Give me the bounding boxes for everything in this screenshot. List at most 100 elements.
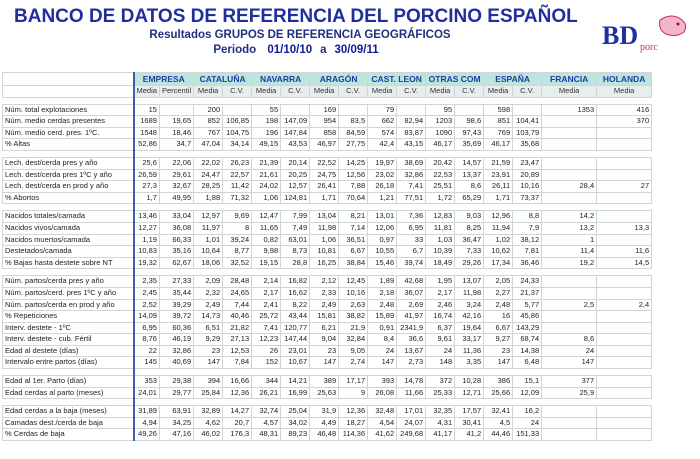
table-row: Interv. destete - 1ºC 6,95 60,36 6,51 21,82 7…: [2, 321, 653, 335]
cell: 851: [483, 115, 514, 128]
row-label: Intervalo entre partos (días): [2, 356, 135, 370]
cell: 19,64: [454, 321, 485, 335]
cell: 3,35: [454, 356, 485, 370]
cell: 372: [425, 375, 456, 388]
cell: 34,7: [158, 138, 195, 151]
cell: 147: [309, 356, 340, 370]
column-header: C.V.: [338, 85, 369, 98]
table-row: Intervalo entre partos (días) 145 40,69 147…: [2, 356, 653, 370]
cell: 10,39: [425, 245, 456, 258]
cell: 26,21: [251, 386, 282, 400]
pig-icon: [659, 15, 687, 37]
cell: 27,75: [338, 138, 369, 151]
cell: 34,02: [280, 416, 311, 430]
group-header: CATALUÑA: [193, 72, 253, 86]
cell: 124,81: [280, 191, 311, 205]
cell: 19,65: [158, 115, 195, 128]
cell: 106,85: [222, 115, 253, 128]
cell: 2,48: [367, 298, 398, 312]
cell: 7,41: [396, 180, 427, 193]
cell: 852: [193, 115, 224, 128]
cell: 36,6: [396, 333, 427, 346]
cell: 2,17: [251, 286, 282, 300]
row-label: Lech. dest/cerda pres y año: [2, 156, 135, 170]
cell: 151,33: [512, 428, 543, 442]
cell: 1090: [425, 126, 456, 140]
cell: 8,25: [454, 221, 485, 235]
cell: 25,72: [251, 310, 282, 323]
table-row: Camadas dest./cerda de baja 4,94 34,25 4,62…: [2, 416, 653, 430]
cell: 26,59: [133, 168, 160, 182]
cell: 1,72: [425, 191, 456, 205]
table-row: Núm. medio cerdas presentes 1689 19,65 852 1…: [2, 115, 653, 128]
cell: 2,05: [483, 275, 514, 288]
cell: 7,88: [338, 180, 369, 193]
cell: 17,57: [454, 405, 485, 418]
cell: 42,4: [367, 138, 398, 151]
cell: 25,33: [425, 386, 456, 400]
cell: 12,45: [338, 275, 369, 288]
cell: 17,01: [396, 405, 427, 418]
cell: 145: [133, 356, 160, 370]
column-header: C.V.: [512, 85, 543, 98]
section-gap: [2, 268, 652, 277]
cell: 16,74: [425, 310, 456, 323]
cell: 32,35: [425, 405, 456, 418]
cell: 36,07: [396, 286, 427, 300]
cell: 29,38: [158, 375, 195, 388]
cell: 2,09: [193, 275, 224, 288]
cell: 16,82: [280, 275, 311, 288]
row-label: Lech. dest/cerda en prod y año: [2, 180, 135, 193]
cell: 114,36: [338, 428, 369, 442]
cell: 1,21: [367, 191, 398, 205]
cell: 2,48: [483, 298, 514, 312]
title: BANCO DE DATOS DE REFERENCIA DEL PORCINO…: [14, 6, 578, 27]
table-row: Núm. partos/cerda pres y año 2,35 27,33 2,0…: [2, 275, 653, 288]
cell: 6,95: [133, 321, 160, 335]
cell: 16,66: [222, 375, 253, 388]
cell: [338, 103, 369, 117]
cell: 16: [483, 310, 514, 323]
period-to: 30/09/11: [334, 44, 379, 56]
cell: 10,81: [309, 245, 340, 258]
cell: 198: [251, 115, 282, 128]
cell: 0,82: [251, 233, 282, 247]
cell: 52,86: [133, 138, 160, 151]
cell: [596, 286, 653, 300]
cell: 2,63: [338, 298, 369, 312]
cell: 15,46: [367, 256, 398, 270]
cell: 27,3: [133, 180, 160, 193]
cell: 147: [193, 356, 224, 370]
cell: 2,5: [541, 298, 598, 312]
cell: 9,61: [425, 333, 456, 346]
cell: 26,11: [483, 180, 514, 193]
cell: 574: [367, 126, 398, 140]
cell: 147,44: [280, 333, 311, 346]
cell: 120,77: [280, 321, 311, 335]
cell: 41,62: [367, 428, 398, 442]
table-row: Edad cerdas a la baja (meses) 31,89 63,91 3…: [2, 405, 653, 418]
cell: 40,46: [222, 310, 253, 323]
cell: 20,89: [512, 168, 543, 182]
cell: 2,52: [133, 298, 160, 312]
cell: 22,02: [193, 156, 224, 170]
cell: 11,98: [454, 286, 485, 300]
cell: [541, 405, 598, 418]
cell: 32,67: [158, 180, 195, 193]
cell: 21,9: [338, 321, 369, 335]
cell: 16,99: [280, 386, 311, 400]
period: Periodo 01/10/10 a 30/09/11: [0, 44, 600, 56]
gap-cell: [133, 96, 652, 105]
cell: 12,56: [338, 168, 369, 182]
cell: 83,87: [396, 126, 427, 140]
cell: 16,25: [309, 256, 340, 270]
cell: 26,41: [309, 180, 340, 193]
cell: 16,2: [512, 405, 543, 418]
cell: 1,03: [425, 233, 456, 247]
cell: 62,67: [158, 256, 195, 270]
table-row: Nacidos muertos/camada 1,19 66,33 1,01 39,24…: [2, 233, 653, 247]
cell: 21,37: [512, 286, 543, 300]
cell: 14,09: [133, 310, 160, 323]
cell: 7,9: [512, 221, 543, 235]
cell: 2,14: [251, 275, 282, 288]
